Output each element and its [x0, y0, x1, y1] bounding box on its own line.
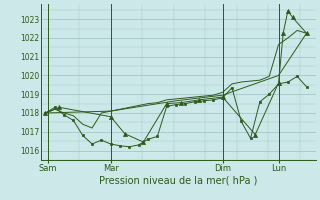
- X-axis label: Pression niveau de la mer( hPa ): Pression niveau de la mer( hPa ): [99, 176, 258, 186]
